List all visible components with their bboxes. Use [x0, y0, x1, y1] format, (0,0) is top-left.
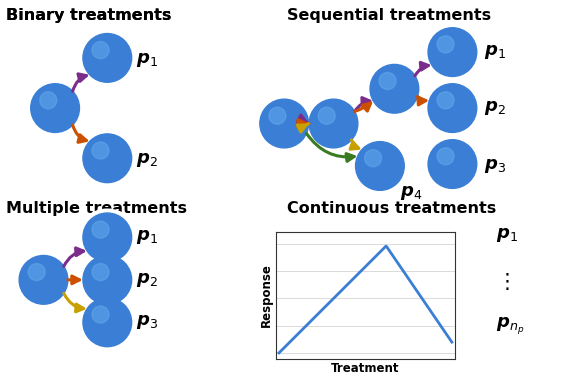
Text: Continuous treatments: Continuous treatments: [287, 201, 496, 216]
FancyArrowPatch shape: [418, 96, 426, 105]
Ellipse shape: [25, 80, 85, 136]
Ellipse shape: [379, 73, 396, 90]
FancyArrowPatch shape: [72, 125, 86, 142]
Ellipse shape: [13, 252, 74, 308]
Text: $\boldsymbol{p}_2$: $\boldsymbol{p}_2$: [136, 151, 158, 169]
FancyArrowPatch shape: [354, 98, 370, 112]
Ellipse shape: [350, 138, 410, 194]
Ellipse shape: [92, 306, 109, 323]
Ellipse shape: [428, 28, 477, 76]
Text: $\boldsymbol{p}_3$: $\boldsymbol{p}_3$: [136, 313, 158, 331]
Ellipse shape: [92, 221, 109, 238]
Text: $\boldsymbol{p}_{n_p}$: $\boldsymbol{p}_{n_p}$: [496, 316, 524, 337]
Ellipse shape: [356, 142, 404, 190]
Ellipse shape: [428, 140, 477, 188]
Ellipse shape: [92, 42, 109, 59]
Ellipse shape: [318, 107, 335, 124]
Ellipse shape: [77, 30, 137, 86]
Ellipse shape: [260, 99, 309, 148]
Ellipse shape: [77, 294, 137, 350]
Ellipse shape: [77, 130, 137, 186]
Ellipse shape: [31, 84, 79, 132]
Text: Binary treatments: Binary treatments: [6, 8, 171, 23]
Ellipse shape: [422, 80, 483, 136]
Text: $\boldsymbol{p}_1$: $\boldsymbol{p}_1$: [136, 51, 158, 69]
Ellipse shape: [40, 92, 57, 109]
Ellipse shape: [437, 148, 454, 165]
FancyArrowPatch shape: [298, 120, 309, 127]
Ellipse shape: [77, 209, 137, 266]
FancyArrowPatch shape: [354, 103, 371, 112]
Text: Binary treatments: Binary treatments: [6, 8, 171, 23]
Text: $\boldsymbol{p}_1$: $\boldsymbol{p}_1$: [484, 43, 506, 61]
Ellipse shape: [28, 264, 45, 281]
Text: $\boldsymbol{p}_2$: $\boldsymbol{p}_2$: [484, 99, 506, 117]
Ellipse shape: [254, 95, 314, 152]
Ellipse shape: [77, 252, 137, 308]
Text: $\boldsymbol{p}_1$: $\boldsymbol{p}_1$: [136, 229, 158, 246]
FancyArrowPatch shape: [350, 140, 359, 149]
FancyArrowPatch shape: [72, 74, 86, 91]
Ellipse shape: [309, 99, 358, 148]
FancyArrowPatch shape: [68, 276, 79, 284]
Ellipse shape: [92, 264, 109, 281]
Text: $\boldsymbol{p}_2$: $\boldsymbol{p}_2$: [136, 271, 158, 289]
Text: Sequential treatments: Sequential treatments: [287, 8, 491, 23]
Ellipse shape: [83, 34, 132, 82]
FancyArrowPatch shape: [306, 134, 354, 161]
Text: $\vdots$: $\vdots$: [496, 271, 509, 292]
Ellipse shape: [422, 24, 483, 80]
Text: Multiple treatments: Multiple treatments: [6, 201, 187, 216]
X-axis label: Treatment: Treatment: [331, 362, 400, 375]
Ellipse shape: [19, 256, 68, 304]
Ellipse shape: [364, 61, 425, 117]
FancyArrowPatch shape: [415, 63, 429, 76]
Ellipse shape: [83, 256, 132, 304]
Ellipse shape: [269, 107, 286, 124]
Ellipse shape: [365, 150, 382, 167]
Ellipse shape: [83, 134, 132, 183]
Ellipse shape: [422, 136, 483, 192]
FancyArrowPatch shape: [298, 124, 309, 132]
Text: $\boldsymbol{p}_3$: $\boldsymbol{p}_3$: [484, 157, 506, 175]
Ellipse shape: [303, 95, 364, 152]
FancyArrowPatch shape: [298, 115, 309, 124]
Y-axis label: Response: Response: [260, 263, 273, 327]
Text: $\boldsymbol{p}_4$: $\boldsymbol{p}_4$: [400, 184, 423, 202]
Ellipse shape: [92, 142, 109, 159]
FancyArrowPatch shape: [64, 293, 84, 312]
FancyArrowPatch shape: [64, 248, 84, 266]
Ellipse shape: [83, 298, 132, 347]
Ellipse shape: [83, 213, 132, 262]
Ellipse shape: [437, 36, 454, 53]
Ellipse shape: [428, 84, 477, 132]
Ellipse shape: [370, 64, 419, 113]
Text: $\boldsymbol{p}_1$: $\boldsymbol{p}_1$: [496, 227, 518, 244]
Ellipse shape: [437, 92, 454, 109]
